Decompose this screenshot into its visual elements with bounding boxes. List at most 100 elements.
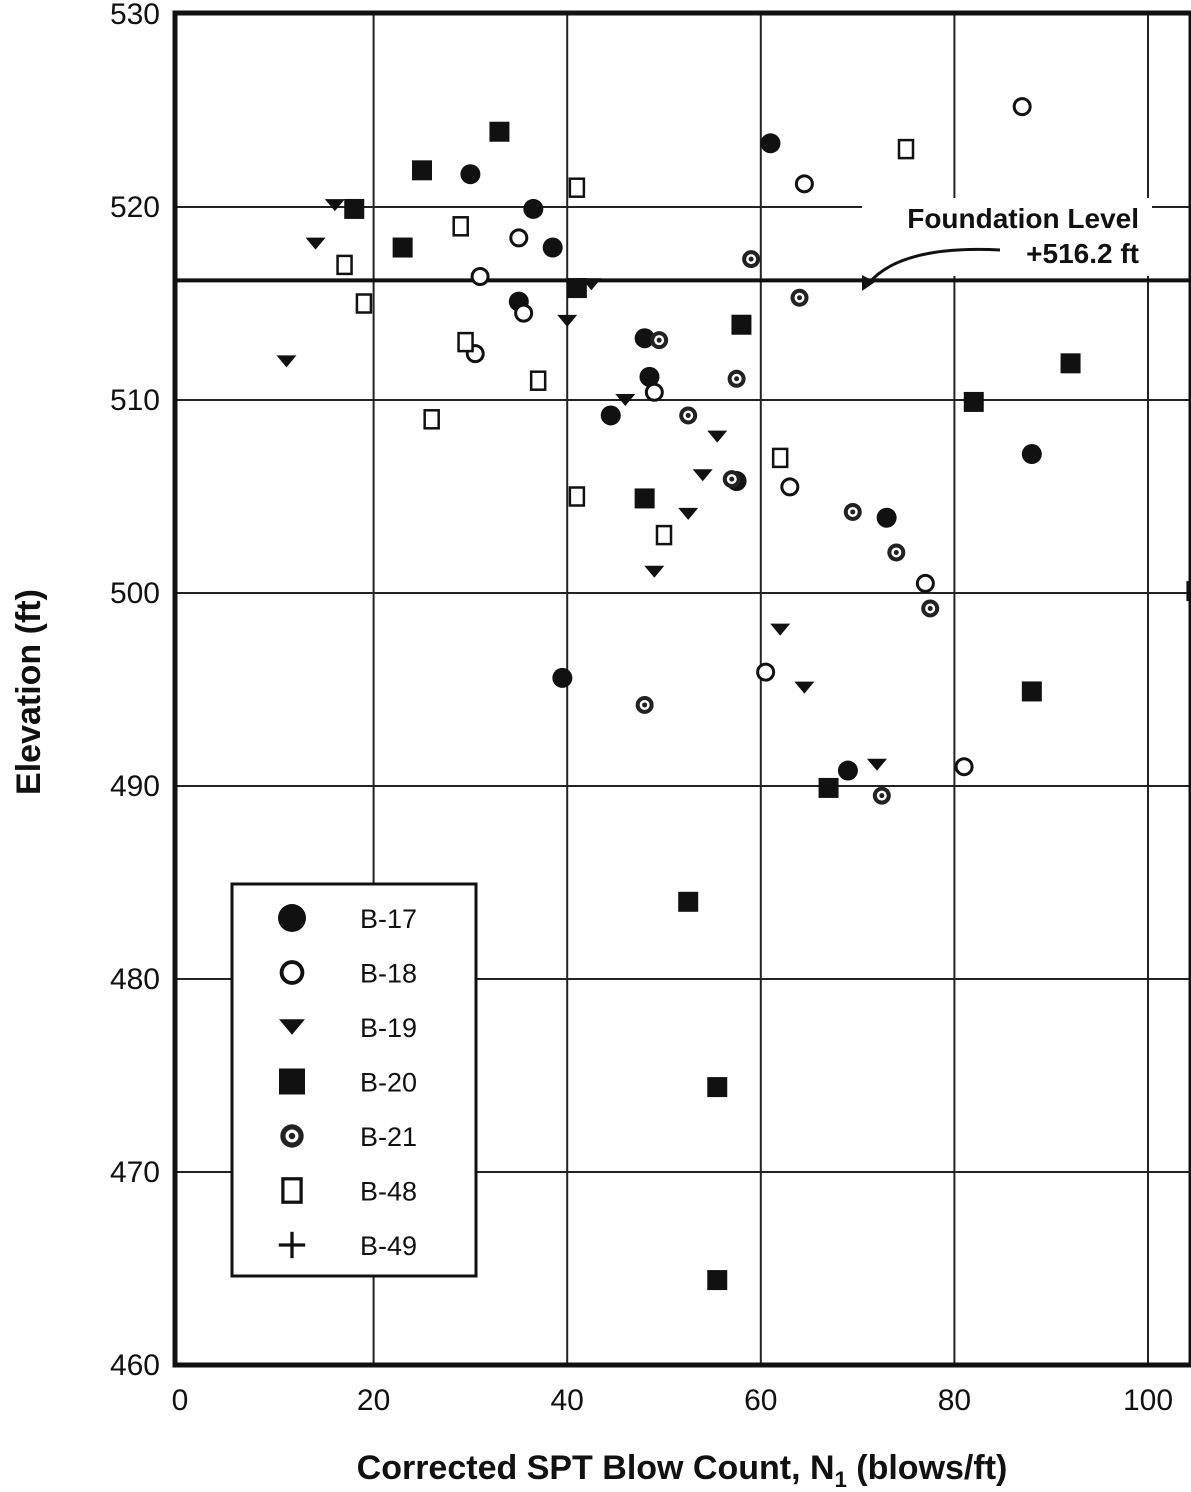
point-b-18-0 [1012, 97, 1032, 117]
y-tick-label-5: 510 [110, 384, 160, 417]
point-b-21-1 [790, 288, 809, 307]
point-b-19-6 [707, 430, 728, 443]
point-b-20-7 [963, 391, 984, 412]
y-tick-label-4: 500 [110, 577, 160, 610]
y-tick-label-7: 530 [110, 0, 160, 31]
point-b-48-9 [568, 486, 586, 507]
point-b-18-9 [756, 662, 776, 682]
legend-marker-b-18 [279, 960, 305, 985]
point-b-19-7 [692, 469, 713, 482]
point-b-18-4 [514, 303, 534, 323]
point-b-21-0 [742, 250, 761, 269]
point-b-20-14 [1186, 581, 1191, 602]
point-b-20-0 [489, 121, 510, 142]
point-b-48-1 [897, 138, 915, 160]
x-tick-label-5: 100 [1123, 1384, 1173, 1417]
point-b-17-6 [639, 366, 660, 387]
y-tick-label-2: 480 [110, 963, 160, 996]
point-b-17-12 [837, 760, 858, 781]
point-b-48-7 [423, 409, 440, 430]
point-b-48-3 [336, 254, 353, 276]
point-b-19-5 [615, 394, 636, 406]
point-b-19-0 [324, 199, 345, 212]
point-b-21-3 [727, 369, 746, 388]
point-b-19-11 [794, 681, 815, 694]
point-b-18-6 [644, 382, 664, 402]
point-b-18-7 [780, 477, 800, 497]
y-tick-label-3: 490 [110, 770, 160, 803]
x-axis-title-units: (blows/ft) [847, 1449, 1008, 1487]
legend-marker-b-48 [281, 1177, 303, 1204]
point-b-17-1 [460, 164, 481, 185]
legend-marker-b-49 [278, 1231, 306, 1259]
point-b-19-12 [866, 758, 887, 771]
legend-marker-b-19 [279, 1019, 305, 1035]
point-b-48-0 [568, 177, 586, 198]
point-b-21-2 [650, 331, 669, 350]
point-b-17-5 [634, 328, 655, 349]
legend-box [230, 882, 478, 1278]
point-b-19-8 [678, 507, 699, 520]
point-b-17-2 [523, 198, 544, 219]
point-b-18-2 [509, 228, 529, 248]
point-b-48-10 [655, 524, 673, 546]
point-b-20-9 [1021, 681, 1042, 702]
legend-marker-b-20 [279, 1068, 305, 1095]
point-b-17-9 [876, 507, 897, 528]
point-b-20-2 [344, 198, 365, 219]
legend-label-b-20: B-20 [360, 1068, 417, 1098]
point-b-20-6 [634, 488, 655, 509]
point-b-48-2 [452, 216, 469, 237]
point-b-17-3 [542, 237, 563, 258]
point-b-17-7 [600, 405, 621, 426]
point-b-17-11 [552, 667, 573, 688]
legend-label-b-49: B-49 [360, 1231, 417, 1261]
data-points [276, 97, 1191, 1291]
point-b-20-13 [707, 1270, 728, 1291]
point-b-21-7 [887, 543, 906, 562]
point-b-21-10 [872, 786, 891, 805]
annotation-arrowhead [862, 275, 875, 291]
point-b-20-4 [566, 278, 587, 299]
x-axis-title-main: Corrected SPT Blow Count, N [357, 1449, 835, 1487]
point-b-21-5 [722, 470, 741, 489]
y-tick-labels: 460 470 480 490 500 510 520 530 [110, 0, 160, 1382]
point-b-20-1 [412, 160, 432, 181]
x-tick-label-2: 40 [551, 1384, 584, 1417]
point-b-20-11 [678, 891, 699, 912]
plot-frame [172, 10, 1191, 1368]
y-tick-label-1: 470 [110, 1156, 160, 1189]
legend-label-b-48: B-48 [360, 1177, 417, 1207]
legend-marker-b-17 [278, 904, 306, 932]
point-b-48-4 [355, 293, 373, 314]
point-b-48-8 [771, 447, 789, 469]
point-b-19-1 [305, 237, 326, 250]
point-b-17-0 [760, 133, 781, 154]
annotation-line2: +516.2 ft [1026, 238, 1139, 269]
x-tick-label-4: 80 [938, 1384, 971, 1417]
y-axis-title: Elevation (ft) [10, 589, 48, 795]
point-b-21-4 [679, 406, 698, 425]
point-b-20-5 [731, 314, 752, 335]
point-b-21-8 [921, 599, 940, 618]
point-b-21-6 [843, 502, 862, 521]
legend-label-b-21: B-21 [360, 1122, 417, 1152]
point-b-18-10 [954, 757, 974, 777]
x-tick-label-3: 60 [744, 1384, 777, 1417]
annotation-arrow [866, 247, 1001, 285]
legend-label-b-17: B-17 [360, 904, 417, 934]
x-axis-title: Corrected SPT Blow Count, N1 (blows/ft) [357, 1449, 1008, 1492]
point-b-19-3 [557, 314, 578, 327]
x-tick-label-1: 20 [357, 1384, 390, 1417]
point-b-18-8 [915, 573, 935, 593]
point-b-19-4 [276, 355, 297, 368]
legend-label-b-18: B-18 [360, 959, 417, 989]
x-tick-labels: 0 20 40 60 80 100 [172, 1384, 1173, 1417]
point-b-48-5 [457, 331, 474, 353]
point-b-19-10 [770, 623, 791, 636]
legend-label-b-19: B-19 [360, 1013, 417, 1043]
annotation-background [862, 198, 1152, 276]
x-tick-label-0: 0 [172, 1384, 189, 1417]
point-b-18-1 [794, 174, 814, 194]
